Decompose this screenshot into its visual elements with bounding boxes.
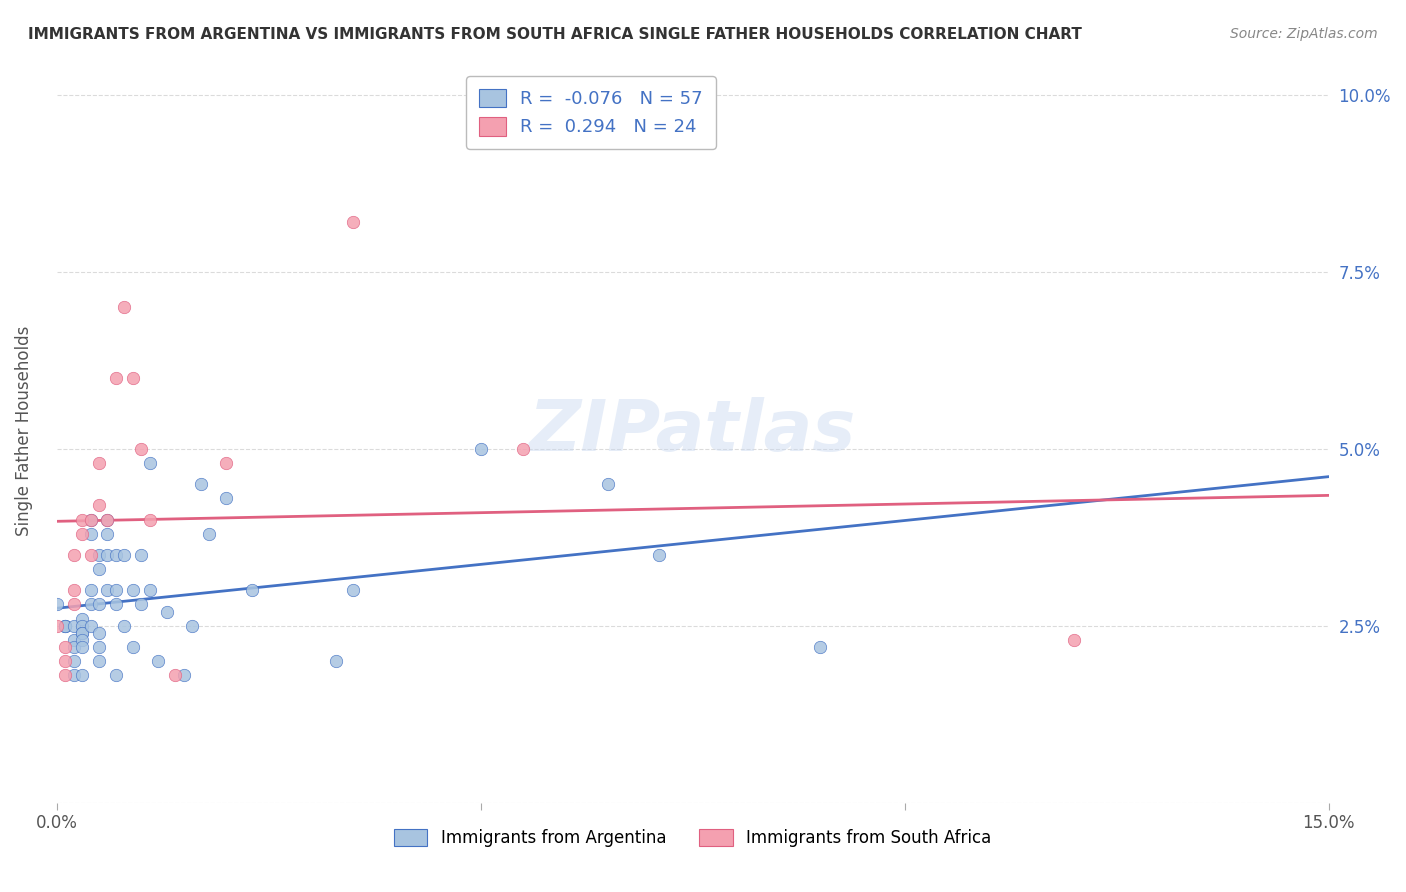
Point bbox=[45, 598, 67, 612]
Legend: R =  -0.076   N = 57, R =  0.294   N = 24: R = -0.076 N = 57, R = 0.294 N = 24 bbox=[467, 76, 716, 149]
Point bbox=[96, 548, 118, 562]
Point bbox=[62, 654, 84, 668]
Point bbox=[114, 548, 136, 562]
Point bbox=[131, 598, 153, 612]
Point bbox=[240, 583, 263, 598]
Point bbox=[70, 612, 93, 626]
Point bbox=[104, 598, 127, 612]
Point bbox=[62, 548, 84, 562]
Point bbox=[342, 215, 364, 229]
Point bbox=[53, 618, 76, 632]
Point bbox=[87, 499, 110, 513]
Point bbox=[53, 654, 76, 668]
Point bbox=[198, 526, 221, 541]
Point bbox=[131, 442, 153, 456]
Point bbox=[70, 632, 93, 647]
Point bbox=[104, 668, 127, 682]
Point bbox=[62, 583, 84, 598]
Point bbox=[470, 442, 492, 456]
Point bbox=[87, 640, 110, 654]
Point bbox=[79, 598, 101, 612]
Point bbox=[139, 583, 162, 598]
Point bbox=[87, 562, 110, 576]
Point bbox=[148, 654, 170, 668]
Point bbox=[70, 512, 93, 526]
Point bbox=[122, 371, 145, 385]
Point bbox=[79, 618, 101, 632]
Point bbox=[70, 526, 93, 541]
Point bbox=[87, 625, 110, 640]
Point bbox=[62, 668, 84, 682]
Point bbox=[79, 583, 101, 598]
Point bbox=[596, 477, 619, 491]
Point bbox=[53, 618, 76, 632]
Point bbox=[215, 491, 238, 506]
Point bbox=[45, 618, 67, 632]
Point bbox=[181, 618, 204, 632]
Point bbox=[96, 512, 118, 526]
Text: IMMIGRANTS FROM ARGENTINA VS IMMIGRANTS FROM SOUTH AFRICA SINGLE FATHER HOUSEHOL: IMMIGRANTS FROM ARGENTINA VS IMMIGRANTS … bbox=[28, 27, 1083, 42]
Point bbox=[70, 625, 93, 640]
Point bbox=[87, 456, 110, 470]
Point bbox=[62, 632, 84, 647]
Y-axis label: Single Father Households: Single Father Households bbox=[15, 326, 32, 536]
Point bbox=[62, 598, 84, 612]
Point bbox=[70, 618, 93, 632]
Point bbox=[104, 583, 127, 598]
Point bbox=[62, 618, 84, 632]
Point bbox=[53, 668, 76, 682]
Point bbox=[104, 371, 127, 385]
Point bbox=[190, 477, 212, 491]
Point bbox=[1063, 632, 1085, 647]
Point bbox=[79, 548, 101, 562]
Point bbox=[70, 625, 93, 640]
Point bbox=[131, 548, 153, 562]
Point bbox=[96, 583, 118, 598]
Point bbox=[342, 583, 364, 598]
Point bbox=[122, 640, 145, 654]
Point bbox=[79, 512, 101, 526]
Point bbox=[87, 548, 110, 562]
Point bbox=[53, 618, 76, 632]
Point bbox=[808, 640, 831, 654]
Point bbox=[173, 668, 195, 682]
Point bbox=[96, 526, 118, 541]
Point bbox=[53, 640, 76, 654]
Point bbox=[87, 654, 110, 668]
Point bbox=[87, 598, 110, 612]
Point bbox=[648, 548, 671, 562]
Point bbox=[114, 300, 136, 314]
Point bbox=[114, 618, 136, 632]
Point bbox=[96, 512, 118, 526]
Point bbox=[139, 512, 162, 526]
Point bbox=[79, 512, 101, 526]
Text: Source: ZipAtlas.com: Source: ZipAtlas.com bbox=[1230, 27, 1378, 41]
Point bbox=[122, 583, 145, 598]
Point bbox=[139, 456, 162, 470]
Point bbox=[325, 654, 347, 668]
Text: ZIPatlas: ZIPatlas bbox=[529, 397, 856, 466]
Point bbox=[156, 605, 179, 619]
Point bbox=[70, 668, 93, 682]
Point bbox=[215, 456, 238, 470]
Point bbox=[62, 640, 84, 654]
Point bbox=[79, 526, 101, 541]
Point bbox=[165, 668, 187, 682]
Point bbox=[512, 442, 534, 456]
Point bbox=[104, 548, 127, 562]
Point bbox=[70, 640, 93, 654]
